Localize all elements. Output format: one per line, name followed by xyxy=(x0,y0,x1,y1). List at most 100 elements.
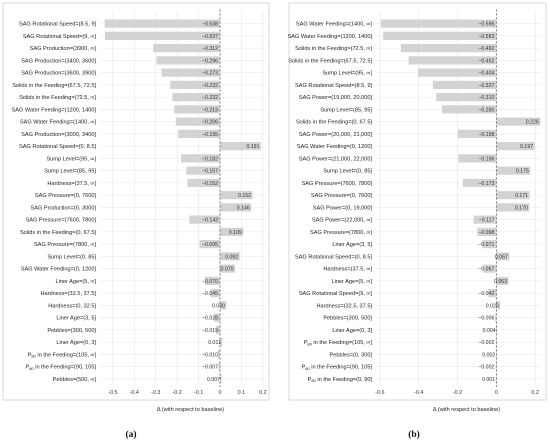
panel-a-value-label: −0.019 xyxy=(202,328,218,334)
panel-b-bar xyxy=(380,19,497,28)
panel-a-category-label: Liner Age=(3, 5] xyxy=(56,316,96,322)
panel-b-category-label: SAG Water Feeding=(0, 1200] xyxy=(297,144,373,150)
panel-b-bar xyxy=(496,142,535,151)
panel-a-category-label: Hardness=(0, 32.5] xyxy=(48,303,96,309)
panel-a-value-label: 0.146 xyxy=(237,205,250,211)
panel-a-value-label: 0.007 xyxy=(207,377,220,383)
panel-a-value-label: −0.273 xyxy=(202,71,218,77)
panel-a-bar xyxy=(186,166,220,175)
panel-a-bar xyxy=(153,44,220,53)
panel-a-x-tick-label: -0.4 xyxy=(130,390,139,396)
panel-a-value-label: −0.143 xyxy=(202,218,218,224)
panel-a-category-label: Sump Level=(0, 85] xyxy=(47,254,96,260)
panel-b-value-label: −0.196 xyxy=(478,156,494,162)
panel-b-value-label: −0.067 xyxy=(478,267,494,273)
panel-b-category-label: Sump Level=(85, 95] xyxy=(320,107,372,113)
panel-a-x-tick-label: -0.3 xyxy=(151,390,160,396)
panel-a-category-label: SAG Pressure=(7600, 7800] xyxy=(26,218,97,224)
panel-b-value-label: 0.067 xyxy=(495,254,508,260)
panel-a-bar xyxy=(210,289,220,298)
panel-a-category-label: Solids in the Feeding=(0, 67.5] xyxy=(20,230,96,236)
panel-b-category-label: Pebbles=(300, 500] xyxy=(323,316,372,322)
panel-a-category-label: Liner Age=(0, 3] xyxy=(56,340,96,346)
panel-b-value-label: −0.452 xyxy=(478,58,494,64)
panel-b-category-label: SAG Rotational Speed=(8.5, 9] xyxy=(295,83,372,89)
panel-b-category-label: SAG Power=(19,000, 20,000] xyxy=(299,95,373,101)
panel-b-value-label: 0.226 xyxy=(526,120,539,126)
panel-b-bar xyxy=(496,203,530,212)
panel-b-value-label: 0.175 xyxy=(516,169,529,175)
panel-a-category-label: SAG Water Feeding=(1400, ∞] xyxy=(20,120,97,126)
panel-b-category-label: SAG Power=(21,000, 22,000] xyxy=(299,156,373,162)
panel-a-bar xyxy=(220,203,252,212)
panel-a-bar xyxy=(220,338,223,347)
panel-a-category-label: P80 in the Feeding=(90, 105] xyxy=(25,365,96,371)
panel-a-bar xyxy=(205,276,220,285)
panel-b-value-label: 0.020 xyxy=(486,303,499,309)
panel-a-value-label: −0.157 xyxy=(202,169,218,175)
panel-a-value-label: 0.092 xyxy=(225,254,238,260)
panel-a-category-label: Hardness=(37.5, ∞] xyxy=(47,181,96,187)
panel-a-category-label: Hardness=(32.5, 37.5] xyxy=(40,291,96,297)
panel-a-category-label: SAG Rotational Speed=(8.5, 9] xyxy=(19,22,96,28)
panel-b-x-tick-label: 0 xyxy=(495,390,498,396)
panel-b-value-label: 0.171 xyxy=(515,193,528,199)
panel-a-value-label: −0.312 xyxy=(202,46,218,52)
panel-a-value-label: 0.191 xyxy=(246,144,259,150)
panel-a-category-label: SAG Production=(0, 3000] xyxy=(31,205,97,211)
panel-b-category-label: Liner Age=(3, 5] xyxy=(332,242,372,248)
panel-b-bar xyxy=(477,227,497,236)
panel-b-value-label: −0.583 xyxy=(478,34,494,40)
panel-a-value-label: −0.213 xyxy=(202,107,218,113)
panel-a-bar xyxy=(172,93,220,102)
panel-b-category-label: SAG Pressure=(0, 7600] xyxy=(311,193,373,199)
panel-a-category-label: Sump Level=(85, 95] xyxy=(44,169,96,175)
panel-b-value-label: 0.002 xyxy=(482,352,495,358)
panel-b-bar xyxy=(496,117,541,126)
panel-a-bar xyxy=(178,129,220,138)
panel-b-x-tick-label: 0.2 xyxy=(531,390,539,396)
panel-a-x-tick-label: -0.1 xyxy=(194,390,203,396)
panel-b-category-label: Liner Age=(5, ∞] xyxy=(331,279,372,285)
panel-b-x-axis-label: Δ (with respect to baseline) xyxy=(433,407,500,413)
panel-a-bar xyxy=(220,191,253,200)
panel-a-value-label: −0.095 xyxy=(202,242,218,248)
panel-b-value-label: 0.063 xyxy=(494,279,507,285)
panel-b-value-label: 0.004 xyxy=(483,328,496,334)
panel-b-bar xyxy=(496,252,510,261)
panel-b-category-label: SAG Rotational Speed=(0, 8.5] xyxy=(295,254,372,260)
panel-a-category-label: SAG Pressure=(0, 7600] xyxy=(35,193,97,199)
panel-a-value-label: −0.232 xyxy=(202,83,218,89)
panel-a-value-label: −0.206 xyxy=(202,120,218,126)
panel-b-category-label: Sump Level=(0, 85] xyxy=(323,169,372,175)
panel-b-bar xyxy=(495,313,497,322)
panel-a-bar xyxy=(104,31,220,40)
panel-a-value-label: 0.030 xyxy=(212,303,225,309)
panel-b-category-label: Liner Age=(0, 3] xyxy=(332,328,372,334)
panel-a-category-label: SAG Rotational Speed=(9, ∞] xyxy=(23,34,97,40)
panel-b-bar xyxy=(482,240,497,249)
panel-b-bar xyxy=(488,289,497,298)
panel-a-bar xyxy=(104,19,220,28)
panel-a-x-tick-label: -0.5 xyxy=(108,390,117,396)
panel-a-value-label: −0.222 xyxy=(202,95,218,101)
panel-b-category-label: Pebbles=(0, 300] xyxy=(330,352,373,358)
panel-a-value-label: 0.152 xyxy=(238,193,251,199)
panel-a-bar xyxy=(187,178,220,187)
panel-b-category-label: SAG Pressure=(7800, ∞] xyxy=(310,230,372,236)
panel-b-category-label: SAG Power=(0, 19,000] xyxy=(313,205,373,211)
panel-b-category-label: SAG Power=(22,000, ∞] xyxy=(312,218,373,224)
panel-b-value-label: 0.001 xyxy=(482,377,495,383)
panel-a-bar xyxy=(220,264,235,273)
panel-a-bar xyxy=(156,56,220,65)
panel-a-bar xyxy=(220,301,227,310)
panel-b-bar xyxy=(442,105,497,114)
panel-a-bar xyxy=(161,68,220,77)
panel-b-bar xyxy=(400,44,497,53)
panel-a-x-tick-label: 0 xyxy=(219,390,222,396)
panel-b-value-label: −0.117 xyxy=(479,218,495,224)
panel-a-value-label: −0.070 xyxy=(202,279,218,285)
panel-a-category-label: SAG Water Feeding=(0, 1200] xyxy=(21,267,97,273)
